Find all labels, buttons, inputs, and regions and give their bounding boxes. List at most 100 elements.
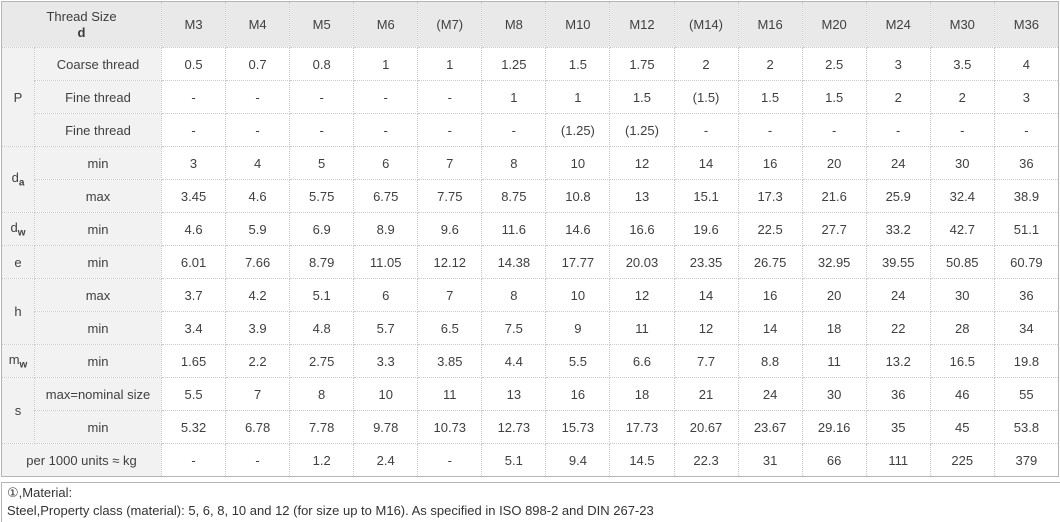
row-label: min [34, 245, 162, 279]
row-group-h: h [1, 278, 35, 345]
value-cell: 9.4 [545, 443, 611, 477]
value-cell: - [160, 113, 227, 147]
value-cell: 60.79 [993, 245, 1060, 279]
value-cell: - [481, 113, 547, 147]
value-cell: 1.5 [801, 80, 867, 114]
value-cell: 55 [993, 377, 1060, 411]
row-group-mw: mw [1, 344, 35, 378]
value-cell: 2.2 [225, 344, 291, 378]
value-cell: 6.01 [160, 245, 227, 279]
value-cell: - [225, 443, 291, 477]
value-cell: 20 [801, 278, 867, 312]
value-cell: 9.6 [417, 212, 483, 246]
value-cell: 36 [993, 146, 1060, 180]
col-header-m36: M36 [993, 1, 1060, 48]
value-cell: 6.78 [225, 410, 291, 444]
col-header-m16: M16 [737, 1, 803, 48]
value-cell: 379 [993, 443, 1060, 477]
value-cell: 39.55 [865, 245, 931, 279]
col-header-m30: M30 [929, 1, 995, 48]
value-cell: 5.1 [481, 443, 547, 477]
value-cell: 36 [865, 377, 931, 411]
value-cell: 16 [737, 278, 803, 312]
value-cell: 23.35 [673, 245, 739, 279]
value-cell: 10 [353, 377, 419, 411]
value-cell: 14 [673, 278, 739, 312]
weight-row-label: per 1000 units ≈ kg [1, 443, 162, 477]
value-cell: 4 [993, 47, 1060, 81]
value-cell: 46 [929, 377, 995, 411]
value-cell: 25.9 [865, 179, 931, 213]
value-cell: - [289, 80, 355, 114]
value-cell: 16 [545, 377, 611, 411]
table-row: P Coarse thread 0.5 0.7 0.8 1 1 1.25 1.5 1.75 2 2 2.… [1, 47, 1060, 147]
value-cell: 28 [929, 311, 995, 345]
value-cell: (1.25) [609, 113, 675, 147]
value-cell: - [737, 113, 803, 147]
value-cell: 6.6 [609, 344, 675, 378]
value-cell: 8 [481, 278, 547, 312]
value-cell: 3.9 [225, 311, 291, 345]
value-cell: 1.5 [737, 80, 803, 114]
value-cell: - [160, 443, 227, 477]
value-cell: 4.6 [225, 179, 291, 213]
table-row: min 3.4 3.9 4.8 5.7 6.5 7.5 9 11 12 14 18 22 28 34 [2, 311, 1060, 345]
value-cell: 16 [737, 146, 803, 180]
row-label: min [34, 212, 162, 246]
value-cell: 9 [545, 311, 611, 345]
corner-subtitle: d [77, 24, 86, 40]
value-cell: 12 [673, 311, 739, 345]
value-cell: 6 [353, 146, 419, 180]
value-cell: 14 [673, 146, 739, 180]
row-label: Coarse thread [34, 47, 162, 81]
value-cell: 24 [865, 278, 931, 312]
value-cell: 31 [737, 443, 803, 477]
value-cell: 24 [865, 146, 931, 180]
value-cell: 17.77 [545, 245, 611, 279]
value-cell: 14.5 [609, 443, 675, 477]
value-cell: 20.67 [673, 410, 739, 444]
value-cell: 7 [417, 146, 483, 180]
value-cell: 12 [609, 278, 675, 312]
value-cell: 8.9 [353, 212, 419, 246]
value-cell: 12.73 [481, 410, 547, 444]
value-cell: 4.2 [225, 278, 291, 312]
row-group-e: e [1, 245, 35, 279]
value-cell: 5.9 [225, 212, 291, 246]
value-cell: 11 [417, 377, 483, 411]
value-cell: 22.5 [737, 212, 803, 246]
value-cell: 18 [801, 311, 867, 345]
value-cell: 11 [801, 344, 867, 378]
value-cell: 2.75 [289, 344, 355, 378]
table-row: da min 3 4 5 6 7 8 10 12 14 16 20 24 30 36 [1, 146, 1060, 213]
value-cell: 6 [353, 278, 419, 312]
value-cell: 30 [929, 278, 995, 312]
table-row: s max=nominal size 5.5 7 8 10 11 13 16 18 21 24 30 36… [1, 377, 1060, 444]
value-cell: 19.8 [993, 344, 1060, 378]
col-header-m10: M10 [545, 1, 611, 48]
value-cell: 1.65 [160, 344, 227, 378]
value-cell: (1.5) [673, 80, 739, 114]
value-cell: - [929, 113, 995, 147]
value-cell: 38.9 [993, 179, 1060, 213]
value-cell: 4 [225, 146, 291, 180]
value-cell: - [993, 113, 1060, 147]
row-group-da: da [1, 146, 35, 213]
row-label: Fine thread [34, 113, 162, 147]
value-cell: 2 [737, 47, 803, 81]
value-cell: 13.2 [865, 344, 931, 378]
value-cell: 10 [545, 278, 611, 312]
table-row: Fine thread - - - - -1 1 1.5 (1.5) 1.5 1.5 2 2 3 [2, 80, 1060, 114]
value-cell: 7.7 [673, 344, 739, 378]
table-row: h max 3.7 4.2 5.1 6 7 8 10 12 14 16 20 24 30 36 [1, 278, 1060, 345]
value-cell: 3 [865, 47, 931, 81]
value-cell: 18 [609, 377, 675, 411]
value-cell: 20 [801, 146, 867, 180]
value-cell: 5.5 [545, 344, 611, 378]
value-cell: 2 [673, 47, 739, 81]
col-header-m3: M3 [160, 1, 227, 48]
value-cell: 30 [801, 377, 867, 411]
value-cell: 35 [865, 410, 931, 444]
row-label: min [34, 410, 162, 444]
